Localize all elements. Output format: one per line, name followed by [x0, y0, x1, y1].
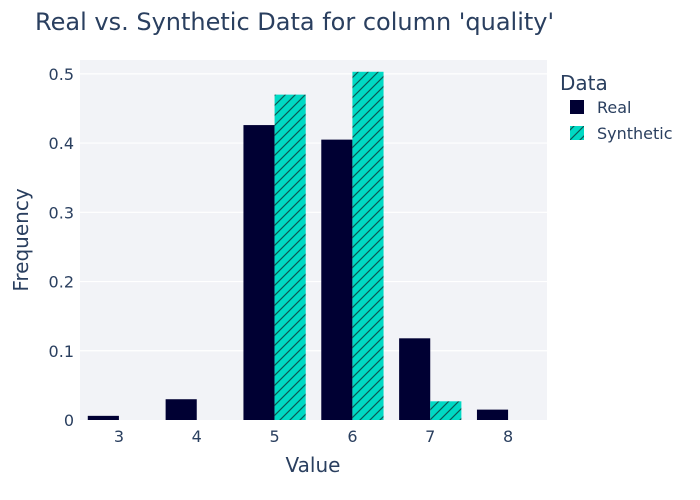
chart-title: Real vs. Synthetic Data for column 'qual… [35, 8, 554, 36]
x-tick-label: 3 [114, 427, 124, 446]
y-tick-label: 0.3 [49, 203, 74, 222]
x-axis-title: Value [286, 453, 341, 477]
legend-swatch-synthetic[interactable] [570, 126, 584, 140]
bar-real-8[interactable] [476, 409, 509, 420]
legend-title: Data [560, 71, 608, 95]
bar-synthetic-5[interactable] [274, 94, 306, 421]
bar-synthetic-7[interactable] [430, 401, 462, 420]
x-tick-label: 6 [347, 427, 357, 446]
legend-swatch-real[interactable] [570, 100, 584, 114]
x-tick-label: 4 [192, 427, 202, 446]
y-tick-label: 0.1 [49, 342, 74, 361]
x-tick-label: 7 [425, 427, 435, 446]
legend-label-synthetic[interactable]: Synthetic [597, 124, 673, 143]
bar-real-6[interactable] [321, 139, 353, 420]
legend[interactable]: Data Real Synthetic [560, 71, 673, 143]
bar-real-7[interactable] [399, 338, 431, 420]
y-axis-ticks: 0 0.1 0.2 0.3 0.4 0.5 [49, 65, 74, 430]
x-tick-label: 8 [503, 427, 513, 446]
bar-real-4[interactable] [165, 399, 197, 420]
gridlines [80, 73, 547, 352]
plot-area [80, 60, 547, 420]
bar-synthetic-6[interactable] [352, 71, 384, 421]
x-axis-ticks: 3 4 5 6 7 8 [114, 427, 513, 446]
legend-label-real[interactable]: Real [597, 98, 632, 117]
x-tick-label: 5 [269, 427, 279, 446]
y-tick-label: 0.2 [49, 273, 74, 292]
y-axis-title: Frequency [9, 188, 33, 291]
bar-real-5[interactable] [243, 125, 275, 420]
y-tick-label: 0.5 [49, 65, 74, 84]
bar-real-3[interactable] [87, 415, 119, 420]
bars [87, 71, 509, 421]
y-tick-label: 0 [64, 411, 74, 430]
y-tick-label: 0.4 [49, 134, 74, 153]
